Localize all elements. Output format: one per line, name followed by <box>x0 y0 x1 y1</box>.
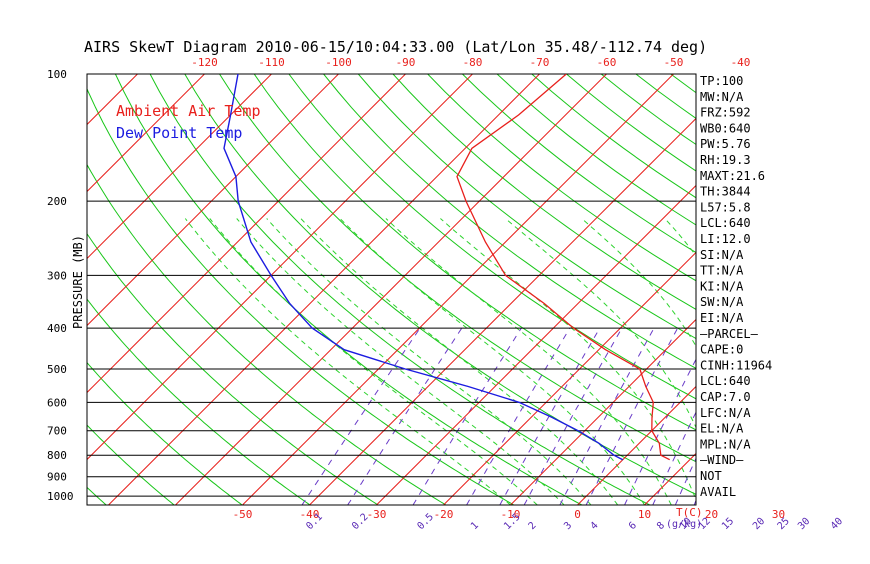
index-entry: LCL:640 <box>700 374 751 388</box>
index-entry: L57:5.8 <box>700 200 751 214</box>
top-temp-tick: -120 <box>191 56 218 69</box>
dry-adiabat <box>844 74 870 505</box>
mixing-ratio-tick: 15 <box>720 516 736 532</box>
dry-adiabat <box>324 74 870 505</box>
index-entry: CAP:7.0 <box>700 390 751 404</box>
mixing-ratio-tick: 1 <box>469 520 481 532</box>
top-temp-tick: -110 <box>258 56 285 69</box>
moist-adiabat <box>810 219 832 506</box>
isotherm-line <box>0 74 4 505</box>
bottom-temp-tick: 0 <box>574 508 581 521</box>
index-entry: SW:N/A <box>700 295 744 309</box>
mixing-ratio-line <box>794 328 863 505</box>
index-entry: PW:5.76 <box>700 137 751 151</box>
pressure-tick-label: 700 <box>47 425 67 438</box>
top-temp-tick: -80 <box>463 56 483 69</box>
pressure-tick-label: 800 <box>47 449 67 462</box>
mixing-ratio-tick: 40 <box>829 516 845 532</box>
mixing-ratio-tick: 20 <box>751 516 767 532</box>
bottom-temp-tick: -50 <box>233 508 253 521</box>
labels-group: AIRS SkewT Diagram 2010-06-15/10:04:33.0… <box>71 38 707 530</box>
index-entry: LI:12.0 <box>700 232 751 246</box>
dry-adiabat <box>462 74 870 505</box>
index-entry: CINH:11964 <box>700 358 772 372</box>
mixing-ratio-tick: 3 <box>562 520 574 532</box>
pressure-tick-label: 1000 <box>47 490 74 503</box>
mixing-ratio-line <box>749 328 823 505</box>
pressure-tick-label: 100 <box>47 68 67 81</box>
top-temp-tick: -50 <box>664 56 684 69</box>
pressure-tick-label: 200 <box>47 195 67 208</box>
mixing-ratio-tick: 30 <box>796 516 812 532</box>
isotherm-line <box>846 74 870 505</box>
pressure-tick-label: 900 <box>47 471 67 484</box>
top-temp-tick: -40 <box>731 56 751 69</box>
series-group <box>224 74 670 460</box>
mixing-ratio-tick: 6 <box>627 520 639 532</box>
index-entry: SI:N/A <box>700 248 744 262</box>
dry-adiabat <box>775 74 870 505</box>
index-entry: MW:N/A <box>700 90 744 104</box>
pressure-tick-label: 300 <box>47 269 67 282</box>
index-entry: TP:100 <box>700 74 743 88</box>
mixing-ratio-line <box>467 328 570 505</box>
isotherm-line <box>645 74 870 505</box>
index-entry: EI:N/A <box>700 311 744 325</box>
index-entry: AVAIL <box>700 485 736 499</box>
top-temp-tick: -90 <box>396 56 416 69</box>
index-entry: MAXT:21.6 <box>700 169 765 183</box>
pressure-tick-label: 600 <box>47 396 67 409</box>
isotherm-line <box>243 74 674 505</box>
mixing-ratio-line <box>827 328 870 505</box>
dry-adiabat <box>497 74 870 505</box>
index-entry: EL:N/A <box>700 422 744 436</box>
isotherm-line <box>42 74 473 505</box>
index-entry: MPL:N/A <box>700 437 751 451</box>
chart-title: AIRS SkewT Diagram 2010-06-15/10:04:33.0… <box>84 38 707 56</box>
index-entry: —WIND— <box>700 453 744 467</box>
dry-adiabat <box>810 74 870 505</box>
dry-adiabat <box>358 74 870 505</box>
moist-adiabat <box>386 219 671 506</box>
isotherm-line <box>779 74 870 505</box>
index-entry: FRZ:592 <box>700 106 751 120</box>
moist-adiabat <box>210 219 538 506</box>
index-entry: —PARCEL— <box>700 327 759 341</box>
index-entry: NOT <box>700 469 722 483</box>
mixing-ratio-tick: 4 <box>589 520 601 532</box>
temperature-unit: T(C) <box>676 506 703 519</box>
bottom-temp-tick: 10 <box>638 508 651 521</box>
index-entry: WB0:640 <box>700 121 751 135</box>
dry-adiabat <box>740 74 870 505</box>
mixing-ratio-line <box>773 328 845 505</box>
index-entry: RH:19.3 <box>700 153 751 167</box>
index-entry: LCL:640 <box>700 216 751 230</box>
index-entry: TT:N/A <box>700 264 744 278</box>
index-entry: LFC:N/A <box>700 406 751 420</box>
legend-air-temp: Ambient Air Temp <box>116 102 261 120</box>
pressure-tick-label: 500 <box>47 363 67 376</box>
dry-adiabat <box>636 74 870 505</box>
top-temp-tick: -60 <box>597 56 617 69</box>
isotherm-line <box>444 74 870 505</box>
index-entry: CAPE:0 <box>700 343 743 357</box>
dry-adiabat <box>0 74 106 505</box>
index-entry: TH:3844 <box>700 185 751 199</box>
y-axis-label: PRESSURE (MB) <box>71 235 85 329</box>
top-temp-tick: -100 <box>325 56 352 69</box>
moist-adiabat <box>185 219 510 506</box>
index-entry: KI:N/A <box>700 279 744 293</box>
legend-dew-point: Dew Point Temp <box>116 124 242 142</box>
mixing-ratio-tick: 2 <box>527 520 539 532</box>
top-temp-tick: -70 <box>530 56 550 69</box>
moist-adiabat <box>505 219 725 506</box>
mixing-ratio-line <box>413 328 521 505</box>
pressure-tick-label: 400 <box>47 322 67 335</box>
bottom-temp-tick: -20 <box>434 508 454 521</box>
isotherm-line <box>0 74 71 505</box>
mixing-ratio-line <box>348 328 462 505</box>
